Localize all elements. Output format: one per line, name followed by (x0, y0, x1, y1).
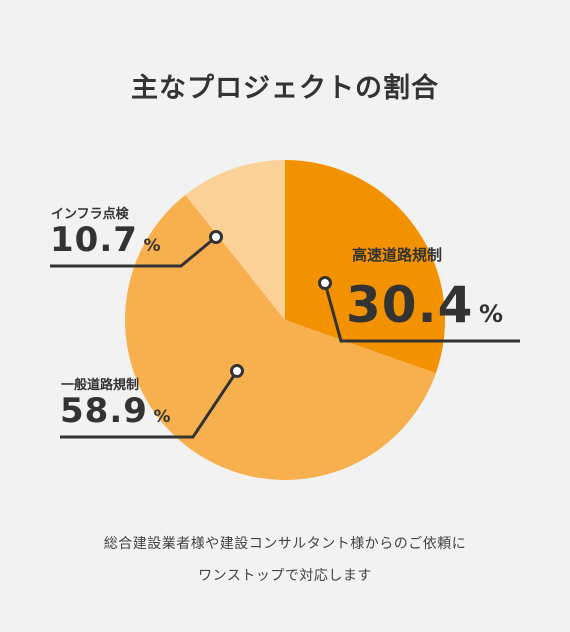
leader-infra-dot (209, 230, 223, 244)
leader-infra (50, 235, 217, 268)
label-highway-value: 30.4 % (346, 276, 503, 334)
chart-title: 主なプロジェクトの割合 (131, 73, 439, 104)
pie-slices (124, 160, 445, 480)
footer-line-2: ワンストップで対応します (198, 568, 372, 584)
label-infra-value: 10.7 % (50, 220, 161, 260)
leader-highway-dot (318, 276, 332, 290)
pie-slice-1 (124, 194, 436, 480)
unit-highway: % (478, 300, 503, 328)
leader-general-dot (230, 364, 244, 378)
pie-slice-0 (285, 160, 445, 374)
footer-line-1: 総合建設業者様や建設コンサルタント様からのご依頼に (103, 536, 467, 552)
value-infra: 10.7 (50, 220, 138, 260)
leader-highway (323, 282, 520, 343)
label-highway-name: 高速道路規制 (352, 246, 443, 264)
label-infra-name: インフラ点検 (51, 207, 129, 222)
label-general-value: 58.9 % (60, 391, 171, 431)
unit-infra: % (143, 236, 161, 256)
unit-general: % (153, 407, 171, 427)
label-general-name: 一般道路規制 (61, 378, 140, 393)
pie-slice-2 (185, 160, 285, 320)
leader-lines (50, 230, 520, 439)
value-general: 58.9 (60, 391, 148, 431)
leader-general (60, 370, 239, 439)
value-highway: 30.4 (346, 276, 474, 334)
